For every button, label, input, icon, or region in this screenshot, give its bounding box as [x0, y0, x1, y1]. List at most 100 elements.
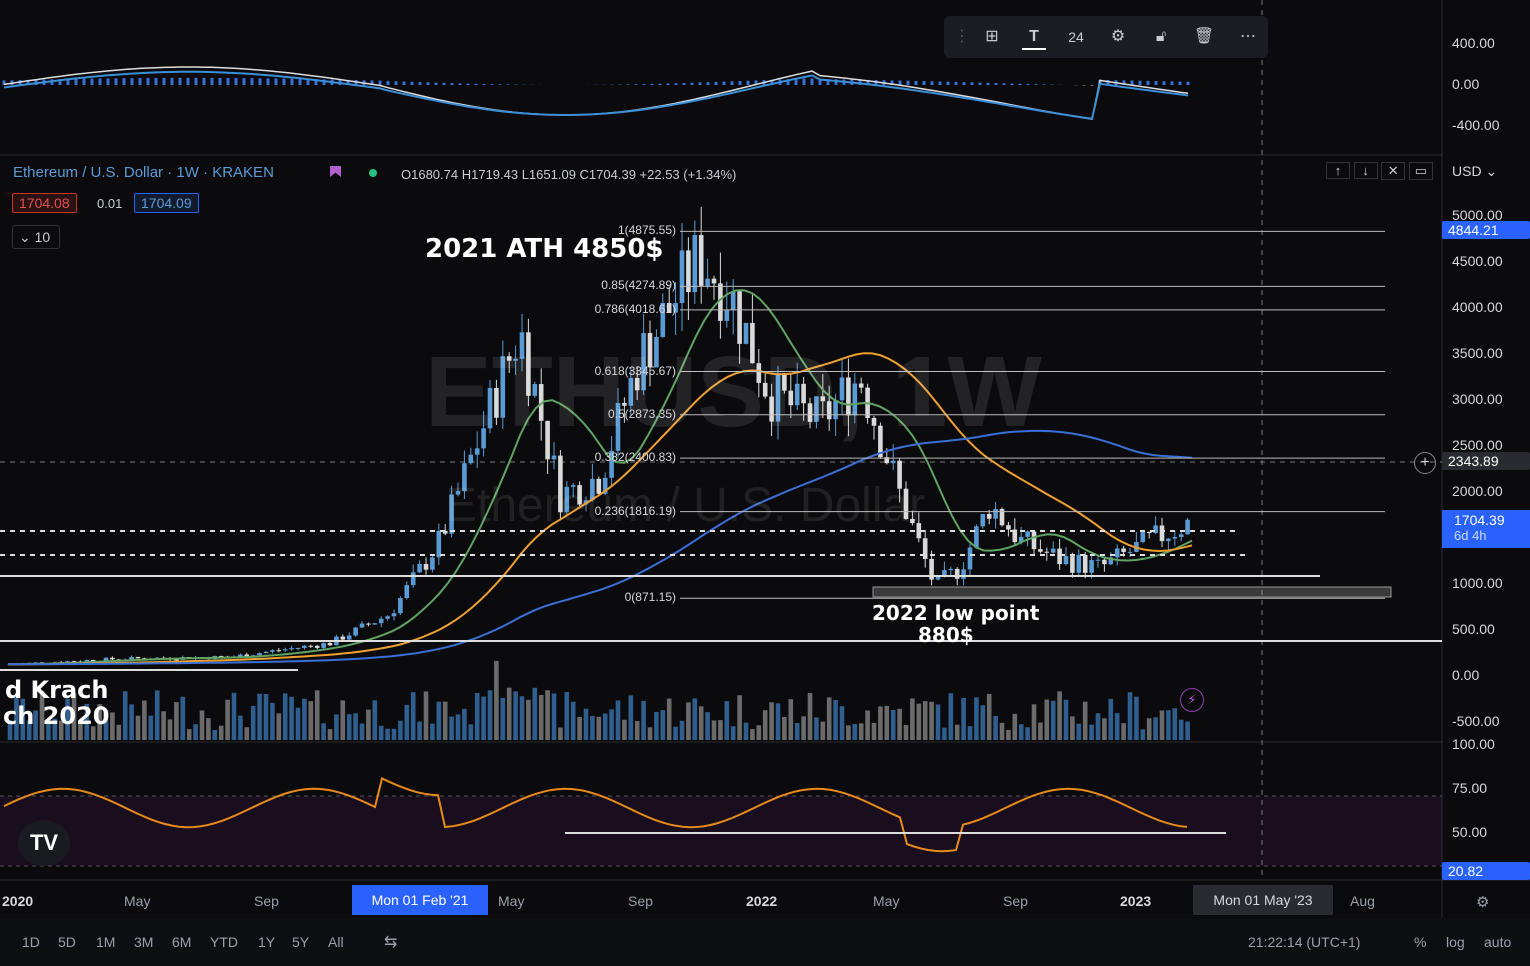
range-button-1d[interactable]: 1D [22, 934, 40, 950]
trash-icon[interactable]: 🗑︎ [1193, 28, 1215, 45]
candle-body [698, 235, 704, 286]
candle-body [820, 396, 826, 402]
bottom-bar-background [0, 918, 1530, 966]
range-button-1y[interactable]: 1Y [258, 934, 276, 950]
volume-bar [84, 703, 90, 740]
candle-body [244, 654, 250, 657]
candle-body [174, 659, 179, 661]
log-toggle[interactable]: log [1446, 934, 1465, 950]
move-up-icon[interactable]: ↑ [1326, 162, 1350, 179]
macd-signal-line [3, 70, 1189, 120]
candle-body [577, 485, 582, 505]
bid-price[interactable]: 1704.08 [12, 193, 77, 213]
volume-bar [270, 702, 275, 740]
ask-price[interactable]: 1704.09 [134, 193, 199, 213]
macd-histogram-bar [306, 79, 310, 85]
candle-body [257, 653, 262, 656]
candle-body [647, 333, 653, 368]
volume-bar [743, 722, 749, 740]
macd-histogram-bar [1034, 84, 1038, 85]
ath-price-tag: 4844.21 [1442, 221, 1530, 239]
indicators-count: 10 [34, 229, 51, 245]
symbol-title[interactable]: Ethereum / U.S. Dollar · 1W · KRAKEN [13, 164, 274, 181]
candle-body [615, 402, 621, 451]
drag-handle-icon[interactable]: ⋮ [954, 28, 970, 45]
volume-bar [878, 706, 883, 740]
macd-histogram-bar [890, 80, 894, 85]
add-alert-icon[interactable]: + [1414, 452, 1436, 474]
move-down-icon[interactable]: ↓ [1353, 162, 1378, 179]
volume-bar [238, 715, 243, 740]
low-annotation-line1[interactable]: 2022 low point [872, 601, 1040, 625]
indicators-toggle[interactable]: ⌄ 10 [12, 225, 60, 249]
candle-body [705, 278, 710, 286]
volume-bar [212, 729, 218, 740]
volume-bar [980, 705, 986, 740]
clock-time[interactable]: 21:22:14 (UTC+1) [1248, 934, 1361, 950]
percent-toggle[interactable]: % [1414, 934, 1427, 950]
maximize-icon[interactable]: ▭ [1408, 162, 1433, 180]
date-range-icon[interactable]: ⇆ [384, 934, 398, 951]
crash-annotation-line2[interactable]: ch 2020 [3, 702, 110, 730]
macd-histogram-bar [242, 78, 246, 85]
text-icon[interactable]: T [1022, 26, 1046, 50]
auto-toggle[interactable]: auto [1484, 934, 1512, 950]
axis-settings-icon[interactable]: ⚙ [1476, 894, 1490, 911]
macd-histogram-bar [66, 79, 70, 85]
currency-select[interactable]: USD ⌄ [1452, 163, 1498, 179]
collapse-icon[interactable]: ✕ [1381, 162, 1406, 180]
lock-icon[interactable]: 🔓︎ [1155, 28, 1167, 45]
flag-icon[interactable] [330, 166, 341, 177]
candle-body [916, 523, 922, 539]
candle-body [1006, 525, 1011, 530]
range-button-6m[interactable]: 6M [172, 934, 192, 950]
time-axis-label: May [498, 893, 525, 909]
volume-bar [110, 712, 115, 740]
volume-bar [250, 705, 256, 740]
macd-histogram-bar [818, 79, 822, 85]
range-button-1m[interactable]: 1M [96, 934, 116, 950]
volume-bar [1172, 708, 1178, 740]
range-button-ytd[interactable]: YTD [210, 934, 238, 950]
volume-bar [327, 729, 333, 740]
candle-body [660, 302, 666, 337]
candle-body [590, 478, 595, 501]
tradingview-logo[interactable]: TV [18, 820, 70, 866]
more-icon[interactable]: ⋯ [1240, 28, 1256, 45]
candle-body [884, 457, 890, 464]
candle-body [1063, 556, 1069, 565]
candle-body [775, 373, 781, 422]
font-size-button[interactable]: 24 [1068, 29, 1084, 45]
volume-bar [775, 703, 781, 740]
low-annotation-line2[interactable]: 880$ [918, 623, 974, 647]
volume-bar [366, 709, 371, 740]
range-button-3m[interactable]: 3M [134, 934, 154, 950]
candle-body [398, 598, 403, 614]
fib-level-label: 0.236(1816.19) [594, 503, 676, 518]
range-button-5d[interactable]: 5D [58, 934, 76, 950]
settings-icon[interactable]: ⚙ [1110, 28, 1126, 45]
volume-bar [58, 720, 64, 740]
macd-histogram-bar [946, 81, 950, 85]
candle-body [1025, 531, 1030, 537]
candle-body [423, 563, 429, 570]
crash-annotation-line1[interactable]: d Krach [5, 676, 109, 704]
group-icon[interactable]: ⊞ [985, 28, 999, 45]
macd-histogram-bar [1106, 79, 1110, 85]
range-button-5y[interactable]: 5Y [292, 934, 310, 950]
volume-bar [564, 692, 570, 740]
volume-bar [346, 714, 352, 740]
macd-histogram-bar [322, 79, 326, 85]
ma-20-line [7, 289, 1193, 666]
macd-histogram-bar [930, 81, 934, 85]
lightning-icon[interactable]: ⚡︎ [1180, 688, 1204, 712]
volume-bar [289, 696, 294, 740]
candle-body [526, 332, 531, 396]
ath-annotation[interactable]: 2021 ATH 4850$ [425, 234, 664, 264]
volume-bar [1012, 713, 1018, 740]
candle-body [852, 383, 858, 416]
volume-bar [340, 700, 346, 740]
range-button-all[interactable]: All [328, 934, 344, 950]
candle-body [481, 428, 486, 449]
